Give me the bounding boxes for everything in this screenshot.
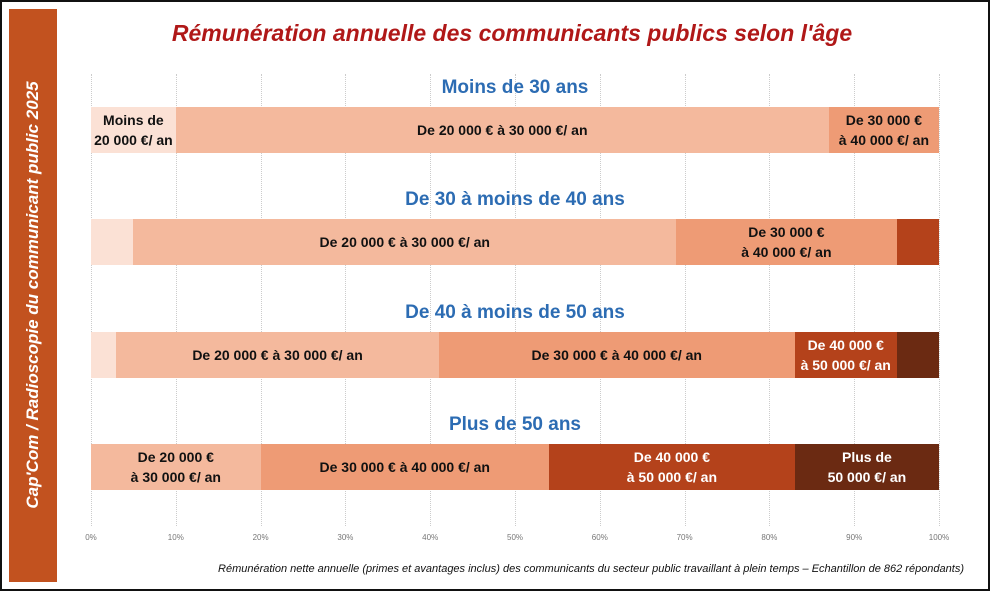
bar-segment	[896, 332, 939, 378]
group-label: Moins de 30 ans	[441, 77, 589, 98]
x-tick-label: 90%	[846, 533, 863, 542]
bar-segment	[91, 332, 117, 378]
sidebar-text: Cap'Com / Radioscopie du communicant pub…	[23, 81, 42, 509]
bar-segment	[116, 332, 439, 378]
segment-label: De 30 000 € à 40 000 €/ an	[741, 224, 832, 260]
segment-label: De 20 000 € à 30 000 €/ an	[319, 234, 490, 250]
bar-segment	[676, 219, 897, 265]
x-tick-label: 30%	[337, 533, 354, 542]
bar-segment	[794, 444, 939, 490]
sidebar: Cap'Com / Radioscopie du communicant pub…	[9, 9, 57, 582]
x-tick-label: 40%	[422, 533, 439, 542]
segment-label: Plus de 50 000 €/ an	[827, 449, 907, 485]
bar-segment	[133, 219, 677, 265]
segment-label: Moins de 20 000 €/ an	[94, 112, 173, 148]
grid-line	[91, 74, 92, 526]
bar-segment	[438, 332, 795, 378]
x-tick-label: 70%	[676, 533, 693, 542]
bar-segment	[260, 444, 549, 490]
x-tick-label: 60%	[591, 533, 608, 542]
segment-label: De 20 000 € à 30 000 €/ an	[417, 122, 588, 138]
grid-line	[939, 74, 940, 526]
segment-label: De 30 000 € à 40 000 €/ an	[838, 112, 930, 148]
bar-segment	[828, 107, 939, 153]
x-tick-label: 50%	[506, 533, 524, 542]
group-label: De 30 à moins de 40 ans	[405, 189, 625, 210]
bar-segment	[91, 444, 261, 490]
chart-title: Rémunération annuelle des communicants p…	[171, 20, 853, 46]
grid-line	[769, 74, 771, 526]
segment-label: De 40 000 € à 50 000 €/ an	[626, 449, 718, 485]
grid-line	[854, 74, 856, 526]
bar-segment	[91, 107, 176, 153]
grid-line	[430, 74, 432, 526]
x-tick-label: 0%	[85, 533, 97, 542]
group-label: Plus de 50 ans	[448, 414, 581, 435]
segment-label: De 20 000 € à 30 000 €/ an	[192, 347, 363, 363]
segment-label: De 20 000 € à 30 000 €/ an	[130, 449, 221, 485]
grid-line	[345, 74, 347, 526]
bar-segment	[548, 444, 795, 490]
grid-line	[684, 74, 686, 526]
segment-label: De 30 000 € à 40 000 €/ an	[319, 459, 490, 475]
bar-segment	[794, 332, 897, 378]
x-tick-label: 100%	[928, 533, 950, 542]
x-tick-label: 10%	[167, 533, 184, 542]
grid-line	[515, 74, 516, 526]
segment-label: De 30 000 € à 40 000 €/ an	[531, 347, 702, 363]
bar-segment	[91, 219, 134, 265]
grid-line	[175, 74, 177, 526]
group-label: De 40 à moins de 50 ans	[405, 302, 625, 323]
footnote: Rémunération nette annuelle (primes et a…	[218, 563, 964, 575]
bar-segment	[175, 107, 829, 153]
bar-segment	[896, 219, 939, 265]
grid-line	[599, 74, 601, 526]
grid-line	[260, 74, 262, 526]
x-tick-label: 20%	[252, 533, 269, 542]
x-tick-label: 80%	[761, 533, 778, 542]
segment-label: De 40 000 € à 50 000 €/ an	[800, 337, 891, 373]
